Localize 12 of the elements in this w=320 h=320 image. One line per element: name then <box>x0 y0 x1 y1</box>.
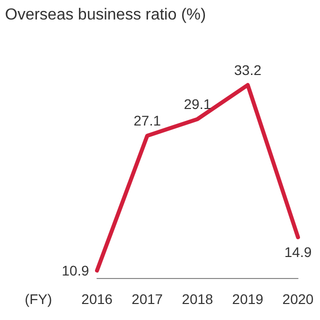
x-tick-label: 2016 <box>81 291 113 307</box>
data-label: 29.1 <box>184 96 212 112</box>
data-label: 27.1 <box>134 112 162 129</box>
x-tick-label: 2017 <box>132 291 164 307</box>
x-tick-label: 2019 <box>232 291 264 307</box>
data-label: 10.9 <box>62 262 90 279</box>
data-label: 33.2 <box>234 62 262 78</box>
chart-title: Overseas business ratio (%) <box>5 6 206 24</box>
x-tick-label: 2018 <box>182 291 214 307</box>
x-tick-label: 2020 <box>282 291 314 307</box>
x-axis-title: (FY) <box>24 291 52 307</box>
data-label: 14.9 <box>284 244 312 260</box>
